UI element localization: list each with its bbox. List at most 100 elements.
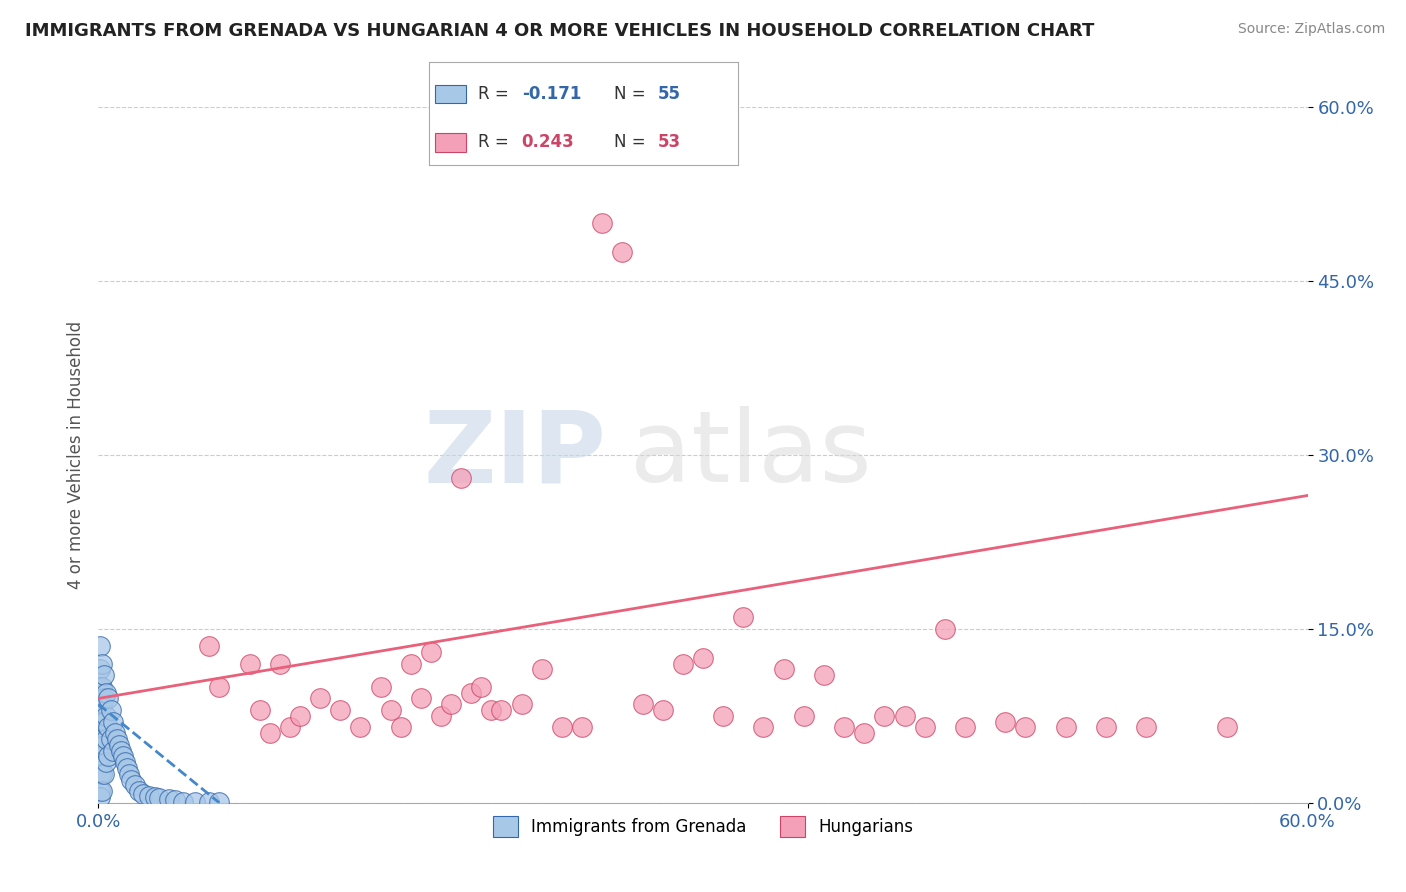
Text: IMMIGRANTS FROM GRENADA VS HUNGARIAN 4 OR MORE VEHICLES IN HOUSEHOLD CORRELATION: IMMIGRANTS FROM GRENADA VS HUNGARIAN 4 O… (25, 22, 1095, 40)
Point (309, 691, 332, 706)
Point (96, 731, 118, 746)
Point (853, 726, 876, 740)
Point (91, 784, 114, 798)
Point (491, 703, 513, 717)
Point (1014, 721, 1036, 735)
Text: Source: ZipAtlas.com: Source: ZipAtlas.com (1237, 22, 1385, 37)
Text: 0.243: 0.243 (522, 134, 575, 152)
Point (793, 708, 815, 723)
Point (389, 721, 412, 735)
Point (101, 714, 124, 729)
Point (93, 668, 115, 682)
Point (110, 744, 132, 758)
Point (420, 645, 443, 659)
Point (591, 216, 613, 230)
Point (460, 685, 482, 699)
Point (97, 749, 120, 764)
Point (672, 657, 695, 671)
Point (91, 731, 114, 746)
Point (89, 731, 111, 746)
Point (450, 471, 472, 485)
Point (103, 726, 125, 740)
Point (148, 791, 170, 805)
Point (105, 731, 128, 746)
Point (1054, 721, 1077, 735)
Text: N =: N = (614, 86, 651, 103)
Point (259, 726, 281, 740)
Point (994, 714, 1017, 729)
Point (208, 795, 231, 809)
Point (89, 767, 111, 781)
Bar (434, 85, 465, 103)
Point (128, 784, 150, 798)
Point (1095, 721, 1118, 735)
Point (89, 749, 111, 764)
Point (440, 698, 463, 712)
Point (208, 680, 231, 694)
Point (349, 721, 371, 735)
Point (91, 657, 114, 671)
Point (163, 793, 186, 807)
Text: 55: 55 (658, 86, 681, 103)
Point (409, 691, 432, 706)
Point (93, 691, 115, 706)
Point (873, 708, 896, 723)
Point (96, 685, 118, 699)
Point (1135, 721, 1157, 735)
Text: R =: R = (478, 134, 515, 152)
Point (832, 721, 855, 735)
Point (481, 703, 503, 717)
Point (551, 721, 574, 735)
Point (89, 698, 111, 712)
Point (138, 789, 160, 803)
Point (91, 767, 114, 781)
Point (118, 767, 141, 781)
Point (96, 755, 118, 769)
Point (571, 721, 593, 735)
Point (101, 744, 124, 758)
Point (120, 772, 142, 787)
Point (278, 721, 301, 735)
Point (430, 708, 453, 723)
Point (934, 622, 956, 636)
Point (269, 657, 291, 671)
Point (89, 714, 111, 729)
Point (184, 795, 207, 809)
Legend: Immigrants from Grenada, Hungarians: Immigrants from Grenada, Hungarians (486, 810, 920, 843)
Point (172, 795, 194, 809)
Point (115, 761, 138, 775)
Point (752, 721, 775, 735)
Text: -0.171: -0.171 (522, 86, 581, 103)
Point (89, 639, 111, 653)
Point (733, 610, 755, 624)
Point (143, 790, 166, 805)
Point (813, 668, 835, 682)
Point (198, 639, 221, 653)
Point (651, 703, 673, 717)
Text: 53: 53 (658, 134, 681, 152)
Text: ZIP: ZIP (423, 407, 606, 503)
Point (100, 731, 122, 746)
Point (93, 714, 115, 729)
Point (100, 703, 122, 717)
Point (370, 680, 392, 694)
Point (91, 749, 114, 764)
Point (124, 778, 146, 793)
Text: atlas: atlas (630, 407, 872, 503)
Point (91, 714, 114, 729)
Point (97, 721, 120, 735)
Text: N =: N = (614, 134, 651, 152)
Point (914, 721, 936, 735)
Point (89, 784, 111, 798)
Point (380, 703, 402, 717)
Bar (434, 133, 465, 152)
Point (157, 792, 180, 806)
Point (329, 703, 352, 717)
Point (772, 662, 794, 677)
Point (93, 738, 115, 752)
Point (107, 738, 129, 752)
Point (91, 680, 114, 694)
Point (530, 662, 553, 677)
Point (953, 721, 976, 735)
Text: R =: R = (478, 86, 515, 103)
